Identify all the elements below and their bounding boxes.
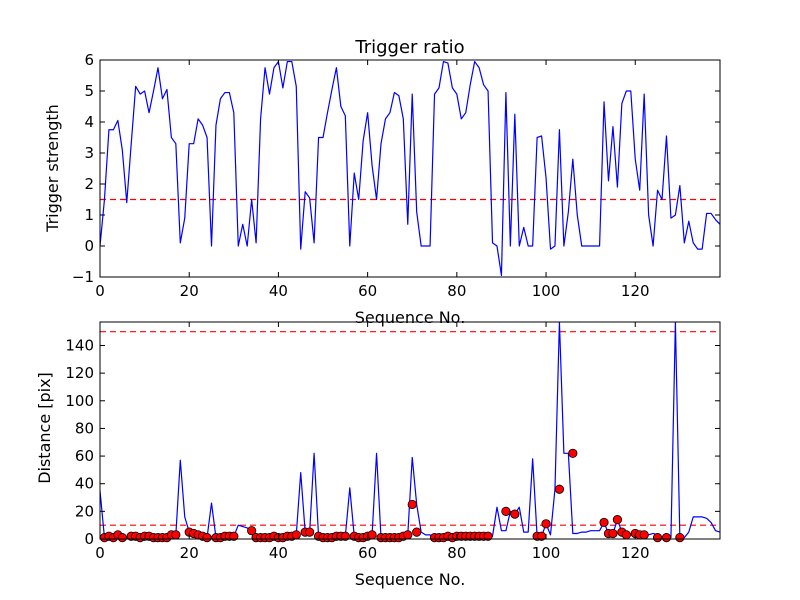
y-tick-label: 60 — [75, 447, 94, 465]
x-tick-label: 100 — [532, 282, 561, 300]
y-axis-label: Distance [pix] — [35, 372, 54, 484]
x-tick-label: 20 — [180, 544, 199, 562]
y-tick-label: 3 — [84, 144, 94, 162]
data-point-marker — [483, 531, 493, 541]
trigger-ratio-panel: Trigger ratio Sequence No. Trigger stren… — [43, 37, 721, 327]
y-tick-label: 1 — [84, 206, 94, 224]
y-tick-label: 0 — [84, 237, 94, 255]
y-tick-label: 140 — [65, 336, 94, 354]
data-point-marker — [407, 499, 417, 510]
x-tick-label: 0 — [95, 544, 105, 562]
data-point-marker — [501, 506, 511, 516]
x-tick-label: 20 — [180, 282, 199, 300]
x-tick-label: 60 — [358, 282, 377, 300]
data-point-marker — [599, 517, 609, 528]
data-point-marker — [367, 530, 377, 540]
data-point-marker — [117, 533, 127, 543]
data-point-marker — [171, 530, 181, 540]
data-point-marker — [541, 519, 551, 529]
y-tick-label: 5 — [84, 82, 94, 100]
y-tick-label: 120 — [65, 364, 94, 382]
data-point-marker — [554, 484, 565, 494]
data-point-marker — [291, 530, 301, 540]
axes-frame — [99, 321, 721, 540]
y-tick-label: 6 — [84, 51, 94, 69]
data-point-marker — [621, 530, 631, 540]
data-point-marker — [247, 526, 257, 536]
y-tick-label: 40 — [75, 475, 94, 493]
data-point-marker — [403, 530, 413, 540]
y-tick-label: 100 — [65, 392, 94, 410]
x-tick-label: 120 — [621, 282, 650, 300]
x-tick-label: 120 — [621, 544, 650, 562]
data-point-marker — [568, 448, 578, 458]
data-point-marker — [305, 527, 315, 537]
x-tick-label: 80 — [447, 282, 466, 300]
y-tick-label: 80 — [75, 419, 94, 437]
data-point-marker — [675, 533, 685, 543]
y-axis-label: Trigger strength — [43, 104, 62, 233]
data-point-marker — [229, 531, 239, 541]
chart-title: Trigger ratio — [354, 37, 464, 58]
x-tick-label: 40 — [269, 544, 288, 562]
data-point-marker — [612, 515, 623, 525]
x-tick-label: 40 — [269, 282, 288, 300]
x-tick-label: 0 — [95, 282, 105, 300]
y-tick-label: 20 — [75, 502, 94, 520]
data-point-marker — [202, 533, 212, 543]
x-tick-label: 60 — [358, 544, 377, 562]
data-point-marker — [661, 533, 672, 543]
y-tick-label: −1 — [72, 268, 94, 286]
data-point-marker — [652, 533, 663, 543]
x-axis-label: Sequence No. — [355, 308, 466, 327]
axes-frame — [99, 59, 721, 278]
data-point-marker — [412, 527, 422, 537]
series-line — [100, 60, 720, 277]
x-axis-label: Sequence No. — [355, 570, 466, 589]
data-point-marker — [639, 530, 649, 540]
y-tick-label: 4 — [84, 113, 94, 131]
data-point-marker — [340, 531, 350, 541]
data-point-marker — [510, 509, 520, 519]
y-tick-label: 0 — [84, 530, 94, 548]
x-tick-label: 80 — [447, 544, 466, 562]
distance-panel: Sequence No. Distance [pix] 0 20 40 60 80 100… — [35, 321, 721, 589]
data-point-marker — [608, 528, 618, 539]
x-tick-label: 100 — [532, 544, 561, 562]
plot-content — [100, 60, 720, 277]
y-tick-label: 2 — [84, 175, 94, 193]
